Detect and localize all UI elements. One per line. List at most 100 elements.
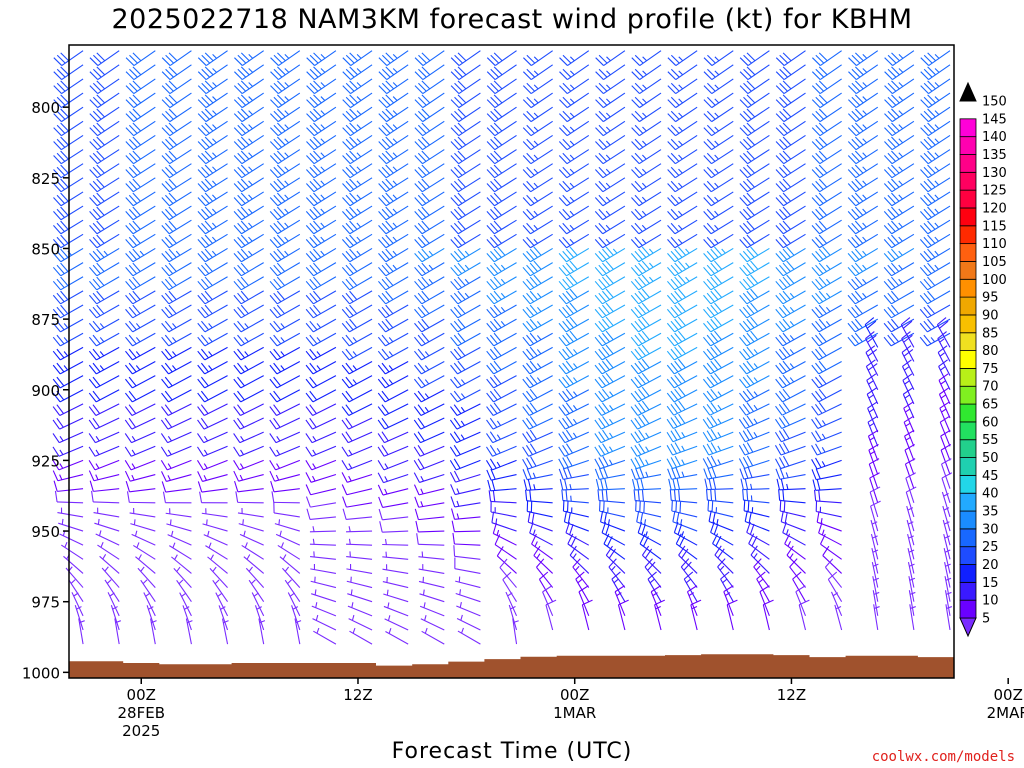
wind-barb [522, 360, 553, 375]
wind-barb [382, 576, 409, 589]
wind-barb [52, 346, 84, 361]
wind-barb [341, 375, 373, 389]
wind-barb [630, 443, 662, 457]
wind-barb [486, 402, 517, 416]
wind-barb [775, 402, 806, 416]
wind-barb [883, 219, 915, 235]
wind-barb [883, 177, 915, 193]
wind-barb [739, 106, 770, 123]
wind-barb [830, 591, 843, 617]
wind-barb [630, 344, 662, 361]
wind-barb [738, 415, 770, 429]
wind-barb [414, 50, 445, 67]
wind-barb [91, 490, 120, 504]
wind-barb [775, 92, 806, 109]
wind-barb [558, 346, 590, 361]
wind-barb [870, 500, 881, 532]
wind-barb [703, 106, 734, 123]
wind-barb [739, 64, 770, 81]
wind-barb [150, 618, 157, 645]
wind-barb [488, 490, 517, 504]
x-axis: 00Z28FEB202512Z00Z1MAR12Z00Z2MAR [118, 678, 1024, 740]
wind-barb [703, 330, 734, 347]
wind-barb [865, 331, 879, 362]
wind-barb [775, 134, 806, 151]
wind-barb [775, 346, 806, 361]
colorbar-swatch [959, 564, 977, 583]
wind-barb [269, 191, 301, 207]
wind-barb [197, 106, 228, 123]
wind-barb [305, 472, 337, 483]
wind-barb [173, 566, 192, 588]
wind-barb [342, 496, 373, 508]
wind-barb [920, 149, 951, 165]
wind-barb [89, 233, 120, 249]
wind-barb [774, 455, 806, 470]
wind-barb [486, 468, 517, 481]
wind-barb [703, 191, 734, 207]
wind-barb [486, 417, 517, 430]
wind-barb [455, 576, 481, 589]
wind-barb [739, 120, 770, 137]
wind-barb [919, 219, 951, 235]
wind-barb [414, 78, 445, 95]
wind-barb [739, 134, 770, 151]
wind-barb [883, 304, 915, 319]
wind-barb [703, 92, 734, 109]
wind-barb [594, 402, 626, 416]
colorbar-swatch [959, 403, 977, 423]
wind-barb [161, 78, 192, 95]
wind-barb [310, 551, 336, 560]
wind-barb [595, 134, 626, 151]
y-tick-label: 825 [31, 170, 60, 188]
wind-barb [594, 177, 626, 193]
wind-barb [631, 78, 662, 95]
wind-barb [450, 360, 481, 375]
wind-barb [909, 604, 916, 631]
wind-barb [558, 246, 590, 263]
wind-barb [704, 478, 734, 491]
wind-barb [811, 149, 842, 165]
wind-barb [630, 358, 662, 375]
wind-barb [811, 388, 842, 403]
wind-barb [378, 177, 409, 193]
wind-barb [522, 106, 553, 123]
wind-barb [739, 360, 770, 375]
wind-barb [197, 262, 228, 277]
wind-barb [738, 442, 770, 456]
wind-barb [418, 576, 445, 589]
wind-barb [125, 262, 156, 277]
wind-barb [383, 602, 409, 617]
wind-barb [125, 120, 156, 137]
wind-barb [775, 290, 806, 305]
wind-barb [943, 533, 951, 560]
wind-barb [161, 106, 192, 123]
wind-barb [305, 290, 337, 305]
wind-barb [581, 599, 593, 631]
wind-barb [667, 205, 698, 221]
wind-barb [342, 205, 373, 221]
colorbar-label: 30 [982, 522, 999, 537]
wind-barb [341, 431, 373, 444]
wind-barb [883, 276, 915, 291]
wind-barb [631, 106, 662, 123]
wind-barb [342, 92, 373, 109]
wind-barb [558, 316, 590, 333]
terrain-fill [69, 654, 954, 678]
wind-barb [88, 304, 120, 319]
wind-barb [270, 78, 301, 95]
wind-barb [908, 576, 916, 602]
wind-barb [251, 592, 265, 617]
wind-barb [197, 219, 228, 235]
wind-barb [346, 564, 373, 574]
wind-barb [341, 346, 373, 361]
wind-barb [486, 290, 517, 305]
wind-barb [311, 589, 337, 603]
wind-barb [414, 149, 445, 165]
wind-barb [703, 219, 734, 235]
wind-barb [739, 246, 770, 263]
wind-barb [305, 496, 337, 508]
x-axis-label: Forecast Time (UTC) [392, 739, 633, 764]
wind-barb [89, 276, 120, 291]
